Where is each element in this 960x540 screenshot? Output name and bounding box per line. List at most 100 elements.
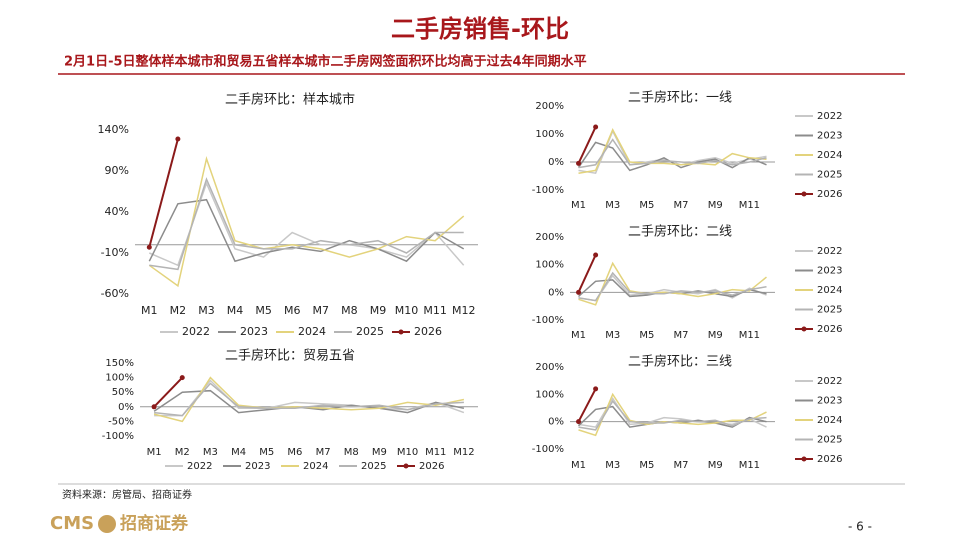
y-tick-label: 200% <box>535 362 564 373</box>
chart-title: 二手房环比：二线 <box>628 224 732 240</box>
y-tick-label: -100% <box>532 185 564 196</box>
legend-marker <box>398 329 404 335</box>
page-number: - 6 - <box>848 520 872 534</box>
chart-title: 二手房环比：一线 <box>628 90 732 106</box>
x-tick-label: M2 <box>175 447 190 458</box>
series-line <box>578 396 767 428</box>
x-tick-label: M3 <box>198 304 215 317</box>
x-tick-label: M5 <box>639 460 654 471</box>
x-tick-label: M6 <box>287 447 302 458</box>
legend-label: 2026 <box>817 324 842 335</box>
x-tick-label: M1 <box>141 304 158 317</box>
legend-marker <box>801 191 807 197</box>
y-tick-label: 200% <box>535 101 564 112</box>
legend-label: 2024 <box>817 415 842 426</box>
x-tick-label: M3 <box>605 200 620 211</box>
y-tick-label: -100% <box>532 444 564 455</box>
series-line <box>154 382 464 417</box>
y-tick-label: 90% <box>105 164 129 177</box>
x-tick-label: M11 <box>739 330 760 341</box>
x-tick-label: M1 <box>147 447 162 458</box>
x-tick-label: M3 <box>203 447 218 458</box>
x-tick-label: M3 <box>605 330 620 341</box>
x-tick-label: M5 <box>259 447 274 458</box>
series-line <box>153 376 184 408</box>
series-line <box>577 141 767 172</box>
point <box>593 124 599 130</box>
y-tick-label: 0% <box>548 157 564 168</box>
legend-label: 2023 <box>245 461 270 472</box>
logo-cn: 招商证券 <box>120 513 189 534</box>
y-tick-label: 0% <box>548 287 564 298</box>
x-tick-label: M5 <box>639 330 654 341</box>
chart-title: 二手房环比：样本城市 <box>225 92 355 108</box>
point <box>175 136 181 142</box>
point <box>593 252 599 258</box>
y-tick-label: 100% <box>535 129 564 140</box>
legend-label: 2022 <box>182 325 210 338</box>
legend-label: 2025 <box>817 435 842 446</box>
y-tick-label: 140% <box>98 123 129 136</box>
x-tick-label: M1 <box>571 200 586 211</box>
x-tick-label: M9 <box>708 200 723 211</box>
y-tick-label: -60% <box>101 287 129 300</box>
legend-label: 2023 <box>817 266 842 277</box>
legend-label: 2024 <box>303 461 328 472</box>
legend-label: 2023 <box>240 325 268 338</box>
x-tick-label: M11 <box>739 200 760 211</box>
x-tick-label: M1 <box>571 330 586 341</box>
x-tick-label: M11 <box>739 460 760 471</box>
x-tick-label: M12 <box>453 447 474 458</box>
x-tick-label: M3 <box>605 460 620 471</box>
x-tick-label: M10 <box>395 304 419 317</box>
legend-label: 2026 <box>419 461 444 472</box>
page-title: 二手房销售-环比 <box>391 15 569 43</box>
x-tick-label: M4 <box>231 447 246 458</box>
chart-title: 二手房环比：三线 <box>628 354 732 370</box>
legend-label: 2026 <box>817 454 842 465</box>
x-tick-label: M8 <box>341 304 358 317</box>
y-tick-label: -10% <box>101 246 129 259</box>
logo-icon <box>98 515 116 533</box>
y-tick-label: 200% <box>535 232 564 243</box>
x-tick-label: M12 <box>452 304 476 317</box>
legend-label: 2026 <box>414 325 442 338</box>
legend-label: 2025 <box>361 461 386 472</box>
y-tick-label: 100% <box>535 389 564 400</box>
legend-label: 2022 <box>817 111 842 122</box>
source: 资料来源：房管局、招商证券 <box>62 488 192 501</box>
x-tick-label: M6 <box>284 304 301 317</box>
legend-label: 2025 <box>817 305 842 316</box>
series-line <box>578 399 767 431</box>
series-line <box>578 129 767 175</box>
x-tick-label: M7 <box>313 304 330 317</box>
x-tick-label: M5 <box>639 200 654 211</box>
y-tick-label: -100% <box>102 431 134 442</box>
y-tick-label: 50% <box>112 387 134 398</box>
x-tick-label: M9 <box>708 460 723 471</box>
y-tick-label: 40% <box>105 205 129 218</box>
series-line <box>149 181 465 267</box>
legend-label: 2026 <box>817 189 842 200</box>
legend-label: 2022 <box>187 461 212 472</box>
y-tick-label: 0% <box>118 402 134 413</box>
series-line <box>153 376 465 423</box>
legend-label: 2022 <box>817 376 842 387</box>
series-line <box>154 379 465 417</box>
point <box>146 244 152 250</box>
series-line <box>577 126 597 164</box>
series-line <box>577 254 597 293</box>
x-tick-label: M9 <box>370 304 387 317</box>
x-tick-label: M9 <box>708 330 723 341</box>
legend-marker <box>801 326 807 332</box>
series-line <box>148 138 179 248</box>
legend-label: 2022 <box>817 246 842 257</box>
legend-label: 2024 <box>298 325 326 338</box>
y-tick-label: 100% <box>105 373 134 384</box>
series-line <box>578 128 767 174</box>
y-tick-label: -50% <box>108 416 134 427</box>
point <box>593 386 599 392</box>
series-line <box>148 198 465 263</box>
y-tick-label: -100% <box>532 315 564 326</box>
